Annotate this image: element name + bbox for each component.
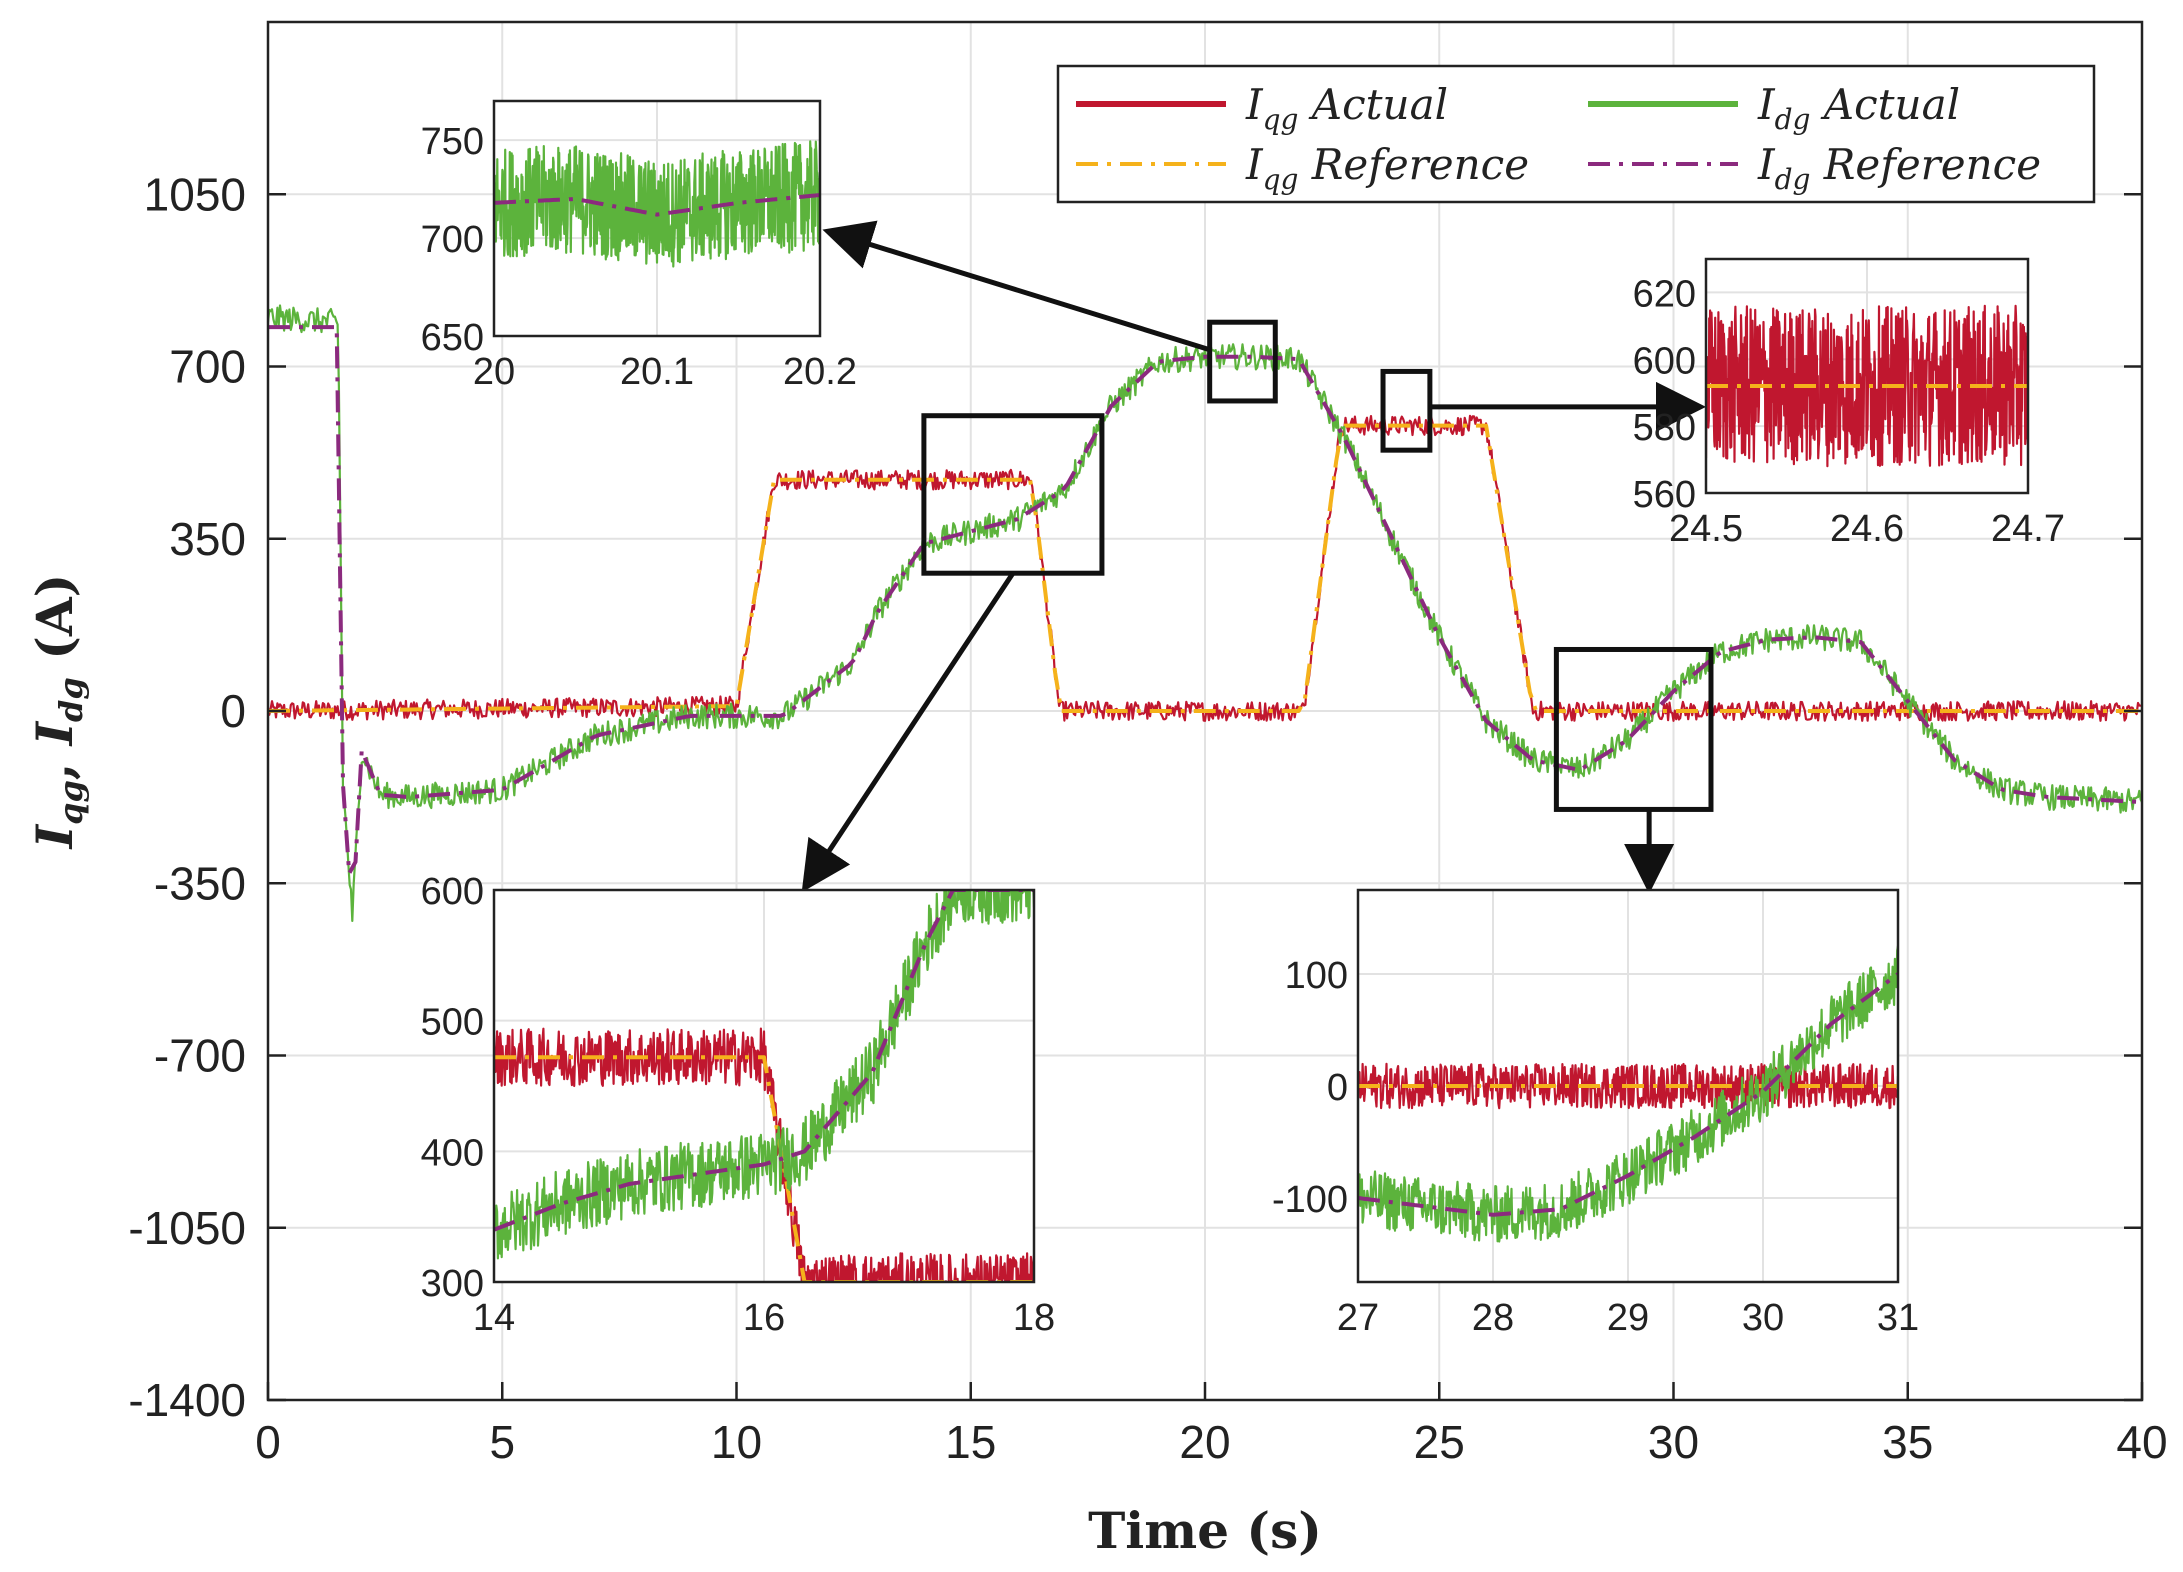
- y-tick-label: 0: [220, 685, 246, 737]
- inset-14-18s-y-tick-label: 500: [421, 1002, 484, 1044]
- inset-20s-y-tick-label: 650: [421, 317, 484, 359]
- zoom-boxes: [921, 319, 1714, 812]
- x-tick-label: 25: [1414, 1416, 1465, 1468]
- inset-24s-y-tick-label: 580: [1633, 407, 1696, 449]
- legend-box: [1056, 64, 2096, 204]
- inset-14-18s-frame: [492, 888, 1036, 1284]
- inset-24s-x-tick-label: 24.6: [1830, 508, 1904, 550]
- inset-24s-y-tick-label: 600: [1633, 340, 1696, 382]
- main-series-1: [267, 423, 2142, 713]
- inset-20s-x-tick-label: 20.1: [620, 351, 694, 393]
- inset-14-18s-series-3: [494, 890, 1034, 1232]
- inset-14-18s-y-tick-label: 300: [421, 1263, 484, 1305]
- inset-14-18s-y-tick-label: 400: [421, 1132, 484, 1174]
- inset-14-18s-x-tick-label: 18: [1013, 1297, 1055, 1339]
- x-tick-label: 35: [1882, 1416, 1933, 1468]
- zoom-box-27-31s: [1553, 646, 1714, 812]
- zoom-box-20s: [1207, 319, 1278, 404]
- inset-27-31s-x-tick-label: 27: [1337, 1297, 1379, 1339]
- x-tick-label: 10: [711, 1416, 762, 1468]
- inset-20s-x-tick-label: 20.2: [783, 351, 857, 393]
- inset-27-31s-y-tick-label: 0: [1327, 1067, 1348, 1109]
- inset-24s-series: [1706, 304, 2028, 468]
- inset-27-31s-series: [1358, 945, 1898, 1243]
- inset-24s-y-tick-label: 560: [1633, 474, 1696, 516]
- inset-27-31s-y-tick-label: -100: [1272, 1179, 1348, 1221]
- x-tick-label: 15: [945, 1416, 996, 1468]
- x-tick-label: 0: [255, 1416, 281, 1468]
- inset-27-31s-x-tick-label: 29: [1607, 1297, 1649, 1339]
- inset-14-18s-series: [494, 890, 1034, 1282]
- inset-27-31s-x-tick-label: 28: [1472, 1297, 1514, 1339]
- inset-14-18s-series-1: [494, 1055, 1034, 1282]
- y-tick-label: -1400: [128, 1374, 246, 1426]
- y-tick-label: 1050: [144, 168, 246, 220]
- inset-20s-series-0: [494, 140, 820, 268]
- arrow-14-18s: [801, 571, 1015, 893]
- legend-label-3: Idg Reference: [1757, 140, 2041, 196]
- inset-27-31s-series-3: [1358, 972, 1898, 1217]
- inset-14-18s-series-0: [494, 1027, 1034, 1282]
- legend: Iqg Actual Idg Actual Iqg Reference Idg Ref…: [1056, 64, 2096, 204]
- legend-label-1: Iqg Reference: [1245, 140, 1529, 196]
- legend-label-2: Idg Actual: [1757, 80, 1960, 136]
- inset-14-18s-x-tick-label: 14: [473, 1297, 515, 1339]
- insets: 20 20.1 20.2 650 700 750 24.5 24.6 24.7 560 580 600…: [421, 99, 2065, 1339]
- inset-24s-x-tick-label: 24.5: [1669, 508, 1743, 550]
- zoom-box-14-18s: [921, 413, 1105, 576]
- y-tick-label: 350: [169, 513, 246, 565]
- main-series-3: [268, 325, 2143, 876]
- inset-27-31s-series-2: [1358, 945, 1898, 1243]
- y-tick-label: -350: [154, 857, 246, 909]
- x-tick-label: 5: [489, 1416, 515, 1468]
- inset-24s-frame: [1704, 257, 2030, 495]
- x-tick-label: 40: [2116, 1416, 2167, 1468]
- x-tick-label: 20: [1179, 1416, 1230, 1468]
- arrow-20s: [822, 220, 1211, 353]
- x-axis-label: Time (s): [1088, 1501, 1322, 1560]
- inset-14-18s-series-2: [494, 890, 1034, 1260]
- inset-27-31s-x-tick-label: 31: [1877, 1297, 1919, 1339]
- y-tick-label: -1050: [128, 1202, 246, 1254]
- inset-20s-x-tick-label: 20: [473, 351, 515, 393]
- inset-27-31s-y-tick-label: 100: [1285, 955, 1348, 997]
- inset-20s-y-tick-label: 750: [421, 121, 484, 163]
- y-tick-label: -700: [154, 1030, 246, 1082]
- main-series-0: [266, 414, 2143, 722]
- y-tick-label: 700: [169, 341, 246, 393]
- legend-label-0: Iqg Actual: [1245, 80, 1448, 136]
- inset-14-18s-y-tick-label: 600: [421, 871, 484, 913]
- inset-20s: 20 20.1 20.2 650 700 750: [421, 99, 857, 393]
- inset-14-18s-x-tick-label: 16: [743, 1297, 785, 1339]
- inset-24s: 24.5 24.6 24.7 560 580 600 620: [1633, 257, 2065, 550]
- inset-24s-x-tick-label: 24.7: [1991, 508, 2065, 550]
- zoom-box-24s: [1380, 368, 1433, 453]
- y-axis-label: Iqg, Idg (A): [25, 574, 90, 851]
- inset-27-31s: 27 28 29 30 31 -100 0 100: [1272, 888, 1919, 1339]
- inset-20s-frame: [492, 99, 822, 338]
- inset-20s-series: [494, 140, 820, 268]
- inset-27-31s-x-tick-label: 30: [1742, 1297, 1784, 1339]
- inset-20s-y-tick-label: 700: [421, 219, 484, 261]
- inset-27-31s-frame: [1356, 888, 1900, 1284]
- inset-20s-series-1: [494, 193, 820, 217]
- main-ticks: 0 5 10 15 20 25 30 35 40 -1400 -1050 -700 -350 0 350 70…: [128, 168, 2167, 1468]
- zoom-arrows: [801, 220, 1706, 894]
- inset-24s-y-tick-label: 620: [1633, 273, 1696, 315]
- x-tick-label: 30: [1648, 1416, 1699, 1468]
- inset-14-18s: 14 16 18 300 400 500 600: [421, 871, 1056, 1339]
